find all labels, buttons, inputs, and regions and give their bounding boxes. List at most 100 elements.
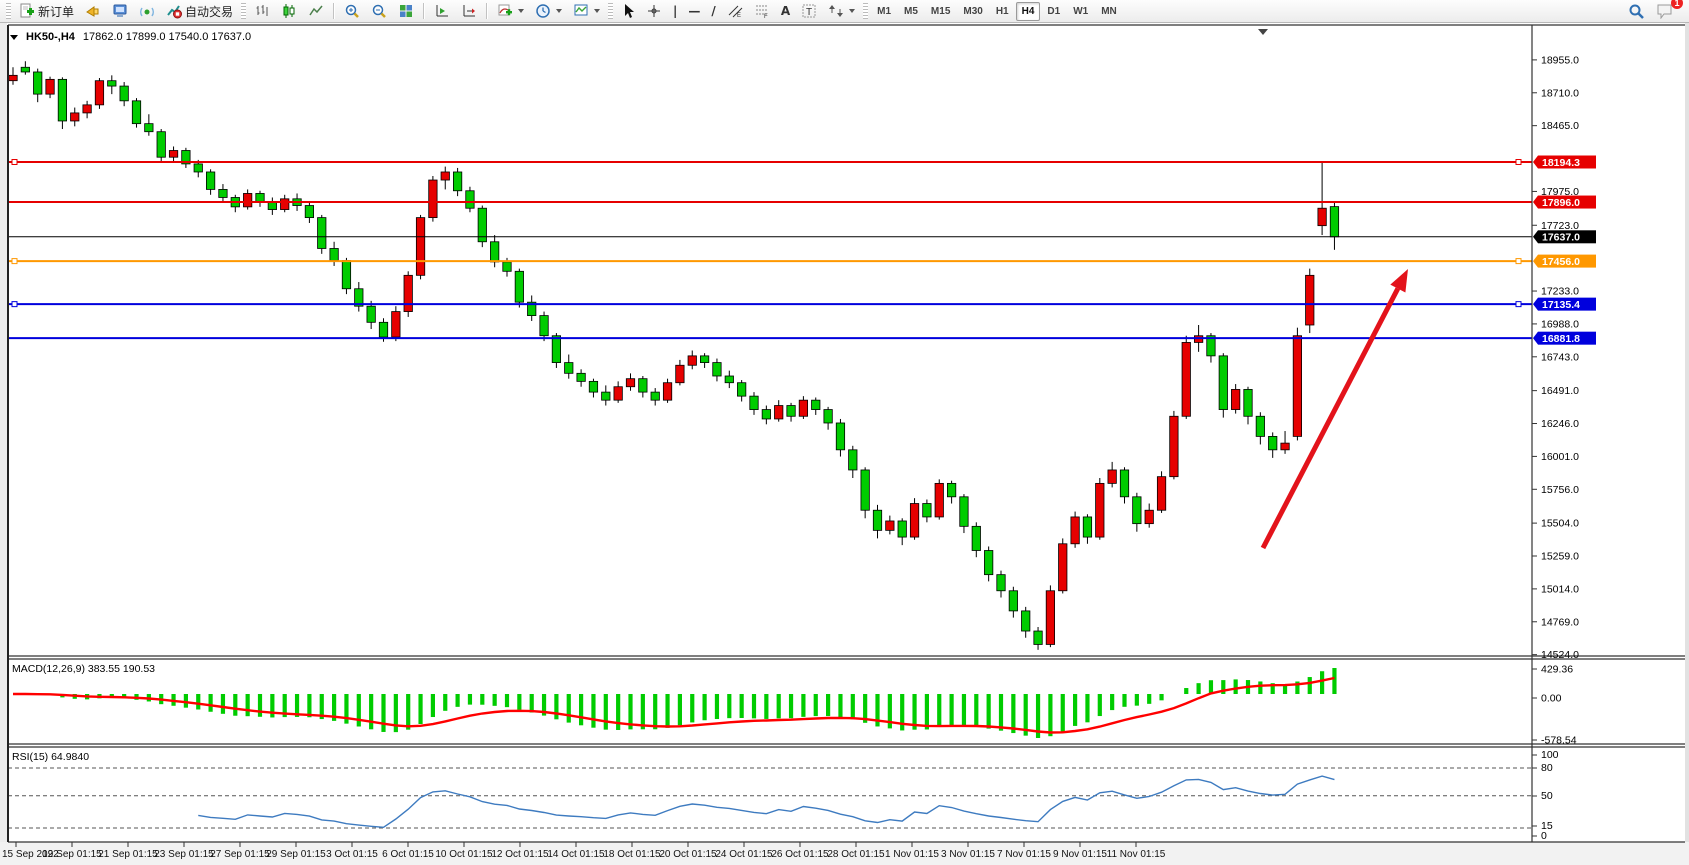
zoom-in-button[interactable] [339, 0, 365, 23]
date-tick-label: 24 Oct 01:15 [715, 849, 773, 860]
chevron-down-icon [849, 9, 856, 13]
timeframe-d1-button[interactable]: D1 [1047, 5, 1061, 17]
candle [107, 75, 117, 95]
toolbar: 新订单 自动交易 [0, 0, 1689, 23]
notifications-button[interactable]: 1 [1651, 0, 1683, 23]
candle [675, 359, 685, 386]
crosshair-tool-button[interactable] [641, 0, 667, 23]
timeframe-h1-button[interactable]: H1 [995, 5, 1009, 17]
chart-window: HK50-,H4 17862.0 17899.0 17540.0 17637.0… [0, 23, 1689, 865]
market-watch-button[interactable] [80, 0, 106, 23]
candle [280, 194, 290, 213]
indicators-button[interactable] [492, 0, 529, 23]
timeframe-w1-button[interactable]: W1 [1073, 5, 1089, 17]
zoom-out-button[interactable] [366, 0, 392, 23]
line-handle[interactable] [11, 258, 18, 265]
search-button[interactable] [1623, 0, 1650, 23]
label-tool-button[interactable]: T [796, 0, 822, 23]
arrows-tool-button[interactable] [823, 0, 860, 23]
right-scrollbar-strip[interactable] [1685, 23, 1689, 842]
candle [1305, 268, 1315, 334]
candlestick-mode-button[interactable] [276, 0, 302, 23]
toolbar-grip[interactable] [241, 3, 247, 19]
channel-tool-button[interactable]: E [722, 0, 748, 23]
trend-arrow-annotation[interactable] [1260, 269, 1408, 550]
templates-button[interactable] [568, 0, 605, 23]
timeframe-m5-button[interactable]: M5 [904, 5, 918, 17]
cursor-icon [625, 4, 635, 18]
line-handle[interactable] [11, 159, 18, 165]
price-tick-label: 15259.0 [1541, 551, 1579, 563]
auto-trading-button[interactable]: 自动交易 [161, 0, 238, 23]
macd-label: MACD(12,26,9) 383.55 190.53 [12, 663, 155, 675]
toolbar-grip[interactable] [608, 3, 614, 19]
bar-chart-mode-button[interactable] [249, 0, 275, 23]
vline-icon: | [673, 4, 678, 18]
auto-scroll-button[interactable] [429, 0, 455, 23]
line-handle[interactable] [1515, 159, 1522, 165]
toolbar-grip[interactable] [6, 3, 11, 19]
chart-shift-button[interactable] [456, 0, 482, 23]
zoom-out-icon [372, 4, 386, 18]
rsi-label: RSI(15) 64.9840 [12, 751, 89, 763]
candle [304, 202, 315, 223]
arrows-tool-icon [829, 5, 844, 17]
candle [922, 499, 932, 523]
hline-tool-button[interactable]: — [683, 0, 705, 23]
candle [1156, 471, 1167, 513]
toolbar-grip[interactable] [863, 3, 869, 19]
price-line-18194.3[interactable] [8, 159, 1532, 165]
svg-text:17637.0: 17637.0 [1542, 232, 1580, 244]
line-chart-mode-button[interactable] [303, 0, 329, 23]
candle [564, 354, 574, 379]
collapse-arrow-icon[interactable] [10, 34, 18, 40]
indicators-icon [498, 4, 513, 16]
price-tick-label: 16246.0 [1541, 418, 1579, 430]
candle [1231, 384, 1241, 414]
fibonacci-tool-button[interactable]: F [749, 0, 775, 23]
svg-text:17456.0: 17456.0 [1542, 256, 1580, 268]
candle [1021, 606, 1031, 638]
svg-text:T: T [806, 7, 812, 18]
candle [687, 350, 697, 370]
timeframe-m15-button[interactable]: M15 [930, 5, 951, 17]
signals-button[interactable] [134, 0, 160, 23]
timeframe-mn-button[interactable]: MN [1101, 5, 1117, 17]
chart-canvas[interactable]: 18955.0 18710.0 18465.0 17975.0 17723.0 17233… [0, 23, 1689, 865]
date-tick-label: 12 Oct 01:15 [491, 849, 549, 860]
candle [205, 169, 216, 195]
text-tool-icon: A [780, 4, 791, 18]
terminal-button[interactable] [107, 0, 133, 23]
new-order-button[interactable]: 新订单 [14, 0, 79, 23]
svg-text:E: E [737, 13, 741, 19]
date-tick-label: 15 Sep 2022 [2, 849, 59, 860]
tile-windows-button[interactable] [393, 0, 419, 23]
chart-shift-marker[interactable] [1258, 29, 1268, 35]
price-badge-18194.3: 18194.3 [1533, 155, 1596, 169]
svg-text:0: 0 [1541, 830, 1547, 842]
candle [1144, 503, 1154, 528]
price-badge-17896.0: 17896.0 [1533, 195, 1596, 209]
periods-button[interactable] [530, 0, 567, 23]
price-tick-label: 17975.0 [1541, 186, 1579, 198]
timeframe-h4-button[interactable]: H4 [1015, 1, 1041, 21]
price-line-17135.4[interactable] [8, 301, 1532, 308]
trendline-tool-button[interactable]: / [706, 0, 720, 23]
candle [774, 400, 784, 422]
candle [94, 78, 105, 109]
price-axis[interactable]: 18955.0 18710.0 18465.0 17975.0 17723.0 17233… [1532, 54, 1579, 661]
timeframe-m30-button[interactable]: M30 [963, 5, 983, 17]
text-tool-button[interactable]: A [776, 0, 795, 23]
candle [601, 385, 611, 406]
line-handle[interactable] [11, 301, 18, 308]
timeframe-m1-button[interactable]: M1 [877, 5, 892, 17]
line-handle[interactable] [1515, 258, 1522, 265]
date-axis-background [0, 842, 1689, 865]
cursor-tool-button[interactable] [616, 0, 640, 23]
new-order-icon [20, 3, 34, 18]
line-handle[interactable] [1515, 301, 1522, 308]
candle [576, 369, 586, 387]
price-line-17456.0[interactable] [8, 258, 1532, 265]
vline-tool-button[interactable]: | [668, 0, 682, 23]
